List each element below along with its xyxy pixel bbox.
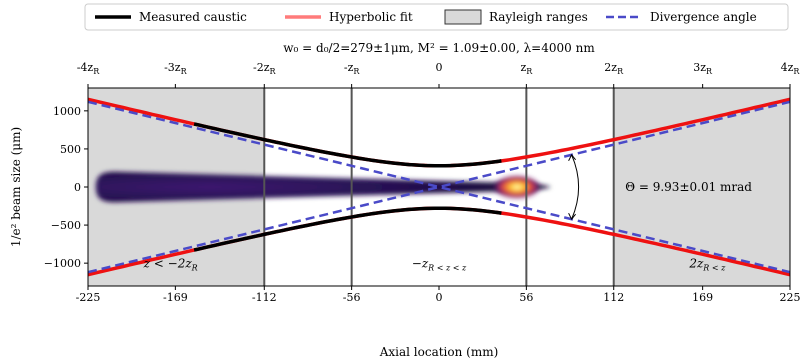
top-tick-label: -3zR — [164, 61, 188, 76]
angle-arrow-head-bottom — [568, 212, 576, 221]
legend-label-2: Hyperbolic fit — [329, 10, 413, 24]
y-axis-label: 1/e² beam size (μm) — [9, 127, 23, 247]
legend-label-4: Divergence angle — [650, 10, 757, 24]
region-label-right: 2zR < z — [688, 257, 726, 273]
y-axis-ticks: 1000 500 0 −500 −1000 — [44, 105, 88, 270]
measured-caustic-upper — [193, 122, 502, 168]
x-tick-label: 0 — [436, 291, 443, 304]
chart-title: w₀ = d₀/2=279±1μm, M² = 1.09±0.00, λ=400… — [283, 41, 595, 55]
x-tick-label: 56 — [519, 291, 533, 304]
x-tick-label: -112 — [252, 291, 277, 304]
beam-focus-spot — [493, 175, 541, 199]
angle-arrow — [571, 154, 580, 220]
y-tick-label: 500 — [60, 143, 81, 156]
top-tick-label: 0 — [436, 61, 443, 74]
plot-area — [88, 88, 790, 286]
y-tick-label: 1000 — [53, 105, 81, 118]
x-axis-label: Axial location (mm) — [379, 345, 499, 359]
divergence-asymptote-1 — [88, 100, 790, 274]
top-tick-label: 4zR — [781, 61, 801, 76]
top-tick-label: -2zR — [253, 61, 277, 76]
x-tick-label: -225 — [76, 291, 101, 304]
top-tick-label: 2zR — [604, 61, 624, 76]
beam-profile-body — [95, 171, 552, 203]
x-tick-label: 169 — [692, 291, 713, 304]
angle-arrow-head-top — [568, 153, 576, 162]
region-label-center: −zR < z < z — [412, 257, 467, 273]
measured-caustic-lower — [193, 206, 502, 252]
region-label-left: z < −2zR — [143, 257, 198, 273]
beam-profile-image — [95, 171, 552, 203]
x-tick-label: 112 — [603, 291, 624, 304]
y-tick-label: −1000 — [44, 257, 81, 270]
legend-swatch-3 — [444, 9, 482, 25]
x-tick-label: 225 — [780, 291, 801, 304]
top-axis-ticks: -4zR -3zR -2zR -zR 0 zR 2zR 3zR 4zR — [77, 61, 801, 88]
top-tick-label: 3zR — [693, 61, 713, 76]
legend-box — [84, 3, 789, 31]
divergence-asymptote-2 — [88, 100, 790, 274]
legend: Measured caustic Hyperbolic fit Rayleigh r… — [84, 3, 789, 31]
top-tick-label: -4zR — [77, 61, 101, 76]
top-tick-label: -zR — [344, 61, 361, 76]
x-tick-label: -56 — [343, 291, 361, 304]
x-axis-ticks: -225 -169 -112 -56 0 56 112 169 225 — [76, 286, 801, 304]
top-tick-label: zR — [520, 61, 533, 76]
x-tick-label: -169 — [163, 291, 188, 304]
legend-label-1: Measured caustic — [139, 10, 247, 24]
legend-label-3: Rayleigh ranges — [489, 10, 588, 24]
y-tick-label: −500 — [51, 219, 81, 232]
y-tick-label: 0 — [74, 181, 81, 194]
divergence-angle-annotation: Θ = 9.93±0.01 mrad — [625, 180, 752, 194]
